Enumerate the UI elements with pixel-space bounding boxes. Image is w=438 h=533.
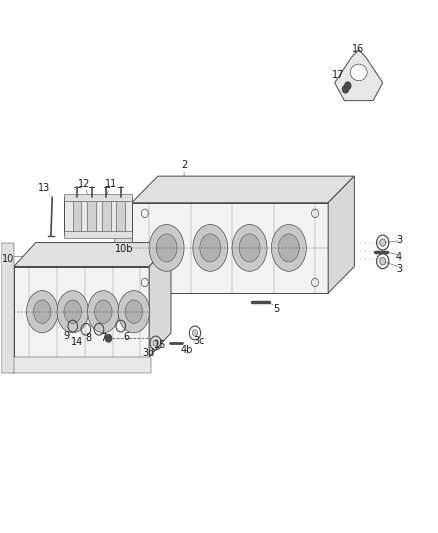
Ellipse shape xyxy=(200,234,221,262)
Polygon shape xyxy=(64,194,132,200)
Ellipse shape xyxy=(193,224,228,271)
Circle shape xyxy=(380,257,386,265)
Circle shape xyxy=(192,330,198,336)
Text: 14: 14 xyxy=(71,337,83,347)
Ellipse shape xyxy=(33,300,51,324)
Ellipse shape xyxy=(125,300,143,324)
Ellipse shape xyxy=(118,290,150,333)
Polygon shape xyxy=(114,203,132,272)
Ellipse shape xyxy=(350,64,367,81)
Polygon shape xyxy=(14,266,149,357)
Circle shape xyxy=(153,340,158,346)
Polygon shape xyxy=(1,243,14,373)
Circle shape xyxy=(345,82,351,90)
Text: 10b: 10b xyxy=(115,244,134,254)
Text: 3: 3 xyxy=(396,264,402,273)
Text: 7: 7 xyxy=(100,333,106,343)
Ellipse shape xyxy=(149,224,184,271)
Text: 13: 13 xyxy=(38,183,50,193)
Polygon shape xyxy=(117,197,125,235)
Polygon shape xyxy=(335,50,383,101)
Ellipse shape xyxy=(57,290,88,333)
Ellipse shape xyxy=(156,234,177,262)
Circle shape xyxy=(343,85,349,93)
Polygon shape xyxy=(102,197,111,235)
Text: 2: 2 xyxy=(181,160,187,171)
Text: 15: 15 xyxy=(154,340,166,350)
Circle shape xyxy=(106,335,112,342)
Ellipse shape xyxy=(64,300,81,324)
Polygon shape xyxy=(14,243,171,266)
Text: 5: 5 xyxy=(273,304,280,314)
Text: 12: 12 xyxy=(78,179,91,189)
Ellipse shape xyxy=(26,290,58,333)
Text: 9: 9 xyxy=(63,330,69,341)
Polygon shape xyxy=(149,243,171,357)
Circle shape xyxy=(380,239,386,246)
Polygon shape xyxy=(87,197,96,235)
Polygon shape xyxy=(132,176,354,203)
Text: 6: 6 xyxy=(123,332,129,342)
Text: 10: 10 xyxy=(3,254,15,263)
Text: 16: 16 xyxy=(352,44,364,53)
Polygon shape xyxy=(64,197,132,235)
Ellipse shape xyxy=(88,290,119,333)
Text: 4b: 4b xyxy=(180,345,192,356)
Ellipse shape xyxy=(232,224,267,271)
Polygon shape xyxy=(12,357,152,373)
Text: 11: 11 xyxy=(105,179,117,189)
Polygon shape xyxy=(64,231,132,238)
Text: 3d: 3d xyxy=(142,348,155,358)
Ellipse shape xyxy=(95,300,112,324)
Ellipse shape xyxy=(272,224,306,271)
Text: 3c: 3c xyxy=(194,336,205,346)
Polygon shape xyxy=(73,197,81,235)
Ellipse shape xyxy=(279,234,299,262)
Text: 4: 4 xyxy=(396,252,402,262)
Text: 17: 17 xyxy=(332,70,344,80)
Text: 3: 3 xyxy=(396,235,402,245)
Ellipse shape xyxy=(239,234,260,262)
Polygon shape xyxy=(132,203,328,293)
Text: 8: 8 xyxy=(85,333,91,343)
Polygon shape xyxy=(328,176,354,293)
